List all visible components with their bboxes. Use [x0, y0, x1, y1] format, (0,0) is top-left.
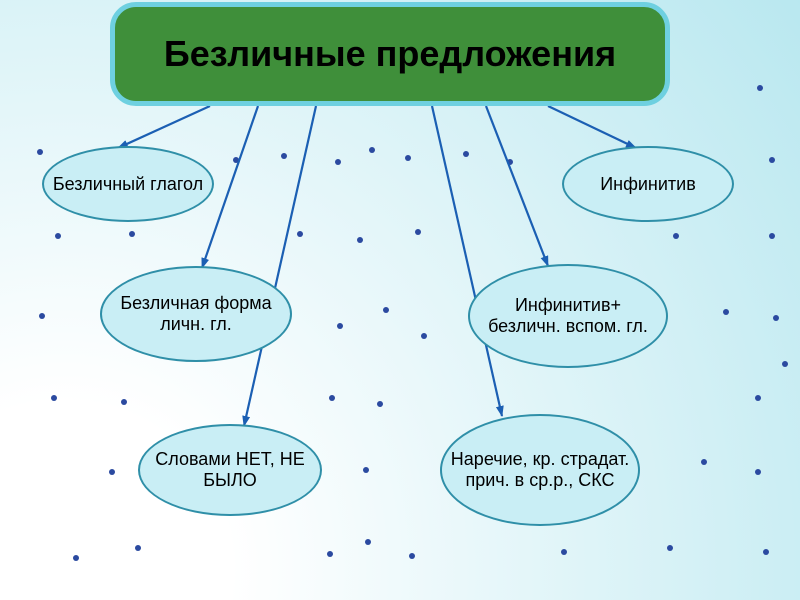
concept-node: Инфинитив — [562, 146, 734, 222]
connector-arrow — [486, 106, 548, 266]
title-text: Безличные предложения — [164, 33, 616, 75]
concept-node: Наречие, кр. страдат. прич. в ср.р., СКС — [440, 414, 640, 526]
connector-arrow — [548, 106, 636, 148]
node-label: Наречие, кр. страдат. прич. в ср.р., СКС — [450, 449, 630, 490]
node-label: Инфинитив — [600, 174, 696, 195]
node-label: Безличный глагол — [53, 174, 203, 195]
title-box: Безличные предложения — [110, 2, 670, 106]
node-label: Инфинитив+ безличн. вспом. гл. — [478, 295, 658, 336]
concept-node: Безличная форма личн. гл. — [100, 266, 292, 362]
concept-node: Инфинитив+ безличн. вспом. гл. — [468, 264, 668, 368]
concept-node: Словами НЕТ, НЕ БЫЛО — [138, 424, 322, 516]
node-label: Безличная форма личн. гл. — [110, 293, 282, 334]
connector-arrow — [244, 106, 316, 426]
connector-arrow — [432, 106, 502, 416]
node-label: Словами НЕТ, НЕ БЫЛО — [148, 449, 312, 490]
connector-arrow — [118, 106, 210, 148]
concept-node: Безличный глагол — [42, 146, 214, 222]
